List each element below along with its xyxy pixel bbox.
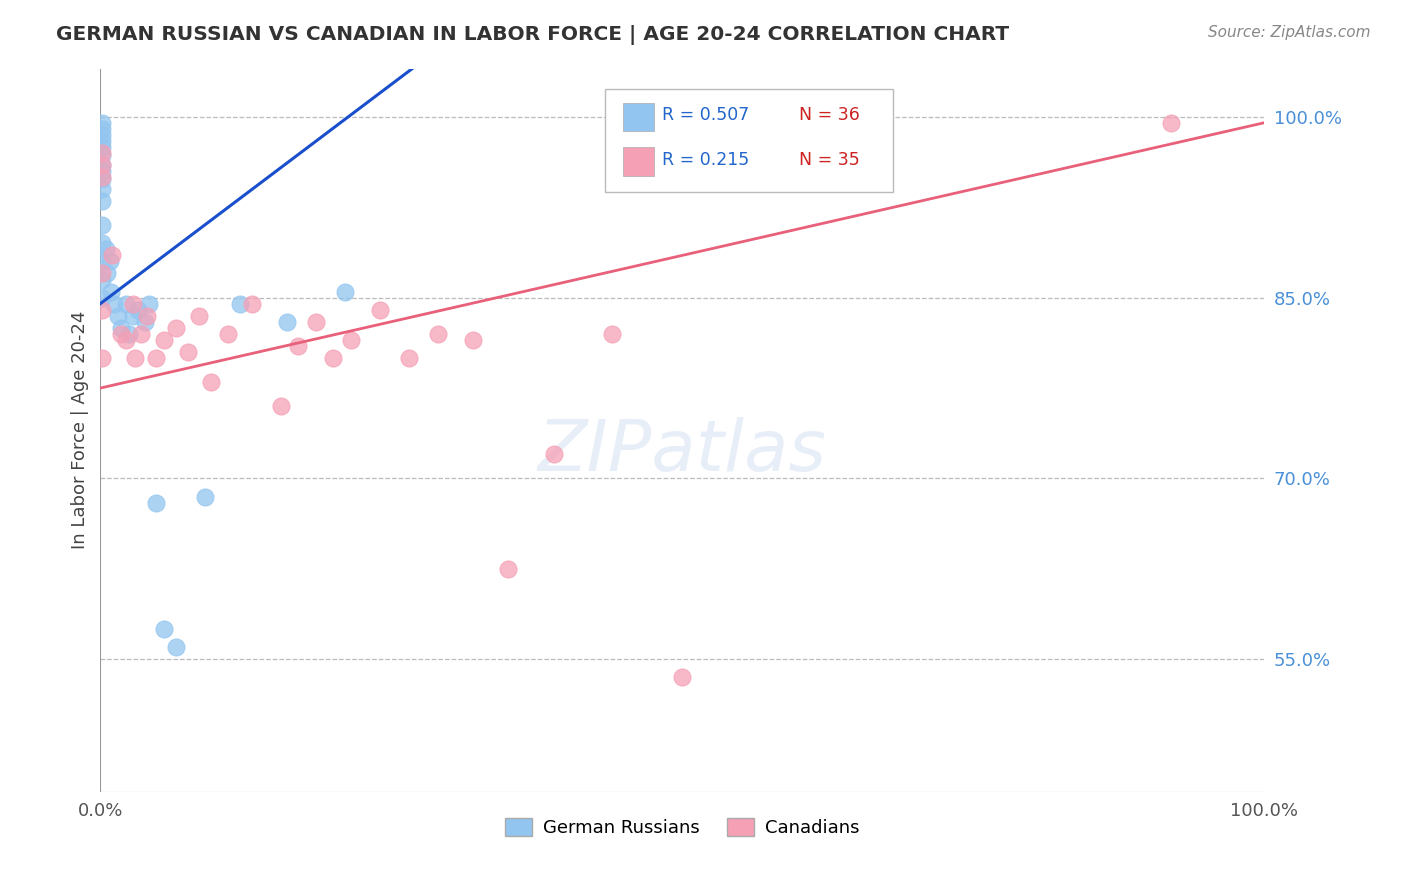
Point xyxy=(426,326,449,341)
Point xyxy=(90,254,112,268)
Point xyxy=(124,351,146,365)
Point xyxy=(304,315,326,329)
Point xyxy=(90,158,112,172)
Point xyxy=(96,243,118,257)
Legend: German Russians, Canadians: German Russians, Canadians xyxy=(498,811,866,845)
Point xyxy=(270,399,292,413)
Point xyxy=(90,219,112,233)
Point xyxy=(145,351,167,365)
Point xyxy=(276,315,298,329)
Point xyxy=(287,339,309,353)
Point xyxy=(134,315,156,329)
Text: R = 0.215: R = 0.215 xyxy=(662,151,749,169)
Point xyxy=(543,447,565,461)
Point xyxy=(118,326,141,341)
Point xyxy=(602,326,624,341)
Point xyxy=(145,495,167,509)
Point xyxy=(188,309,211,323)
Point xyxy=(115,296,138,310)
Point xyxy=(90,121,112,136)
Point xyxy=(496,562,519,576)
Point xyxy=(90,169,112,184)
Point xyxy=(90,148,112,162)
Point xyxy=(90,128,112,142)
Point xyxy=(90,145,112,160)
Point xyxy=(110,326,132,341)
Point xyxy=(671,670,693,684)
Point xyxy=(90,172,112,186)
Point xyxy=(90,351,112,365)
Point xyxy=(165,320,187,334)
Point xyxy=(461,333,484,347)
Point xyxy=(98,254,121,268)
Point xyxy=(398,351,420,365)
Point xyxy=(90,140,112,154)
Text: N = 36: N = 36 xyxy=(799,106,859,124)
Point xyxy=(135,309,157,323)
Point xyxy=(127,302,149,317)
Point xyxy=(122,296,145,310)
Point xyxy=(100,285,122,299)
Point xyxy=(165,640,187,655)
Point xyxy=(90,116,112,130)
Point xyxy=(176,344,198,359)
Point xyxy=(103,296,125,310)
Point xyxy=(107,309,129,323)
Point xyxy=(217,326,239,341)
Point xyxy=(339,333,361,347)
Point xyxy=(90,236,112,251)
Text: Source: ZipAtlas.com: Source: ZipAtlas.com xyxy=(1208,25,1371,40)
Point xyxy=(90,267,112,281)
Point xyxy=(90,302,112,317)
Point xyxy=(194,490,217,504)
Y-axis label: In Labor Force | Age 20-24: In Labor Force | Age 20-24 xyxy=(72,311,89,549)
Point xyxy=(90,158,112,172)
Point xyxy=(129,326,152,341)
Point xyxy=(90,182,112,196)
Point xyxy=(96,267,118,281)
Point xyxy=(90,194,112,209)
Point xyxy=(90,272,112,286)
Point xyxy=(153,333,176,347)
Point xyxy=(333,285,356,299)
Point xyxy=(115,333,138,347)
Point xyxy=(138,296,160,310)
Point xyxy=(322,351,344,365)
Point xyxy=(368,302,391,317)
Point xyxy=(153,622,176,636)
Point xyxy=(240,296,263,310)
Point xyxy=(101,248,124,262)
Text: GERMAN RUSSIAN VS CANADIAN IN LABOR FORCE | AGE 20-24 CORRELATION CHART: GERMAN RUSSIAN VS CANADIAN IN LABOR FORC… xyxy=(56,25,1010,45)
Text: N = 35: N = 35 xyxy=(799,151,859,169)
Point xyxy=(200,375,222,389)
Point xyxy=(1160,116,1182,130)
Text: R = 0.507: R = 0.507 xyxy=(662,106,749,124)
Point xyxy=(229,296,252,310)
Point xyxy=(122,309,145,323)
Text: ZIPatlas: ZIPatlas xyxy=(537,417,827,486)
Point xyxy=(110,320,132,334)
Point xyxy=(90,291,112,305)
Point xyxy=(90,164,112,178)
Point xyxy=(90,134,112,148)
